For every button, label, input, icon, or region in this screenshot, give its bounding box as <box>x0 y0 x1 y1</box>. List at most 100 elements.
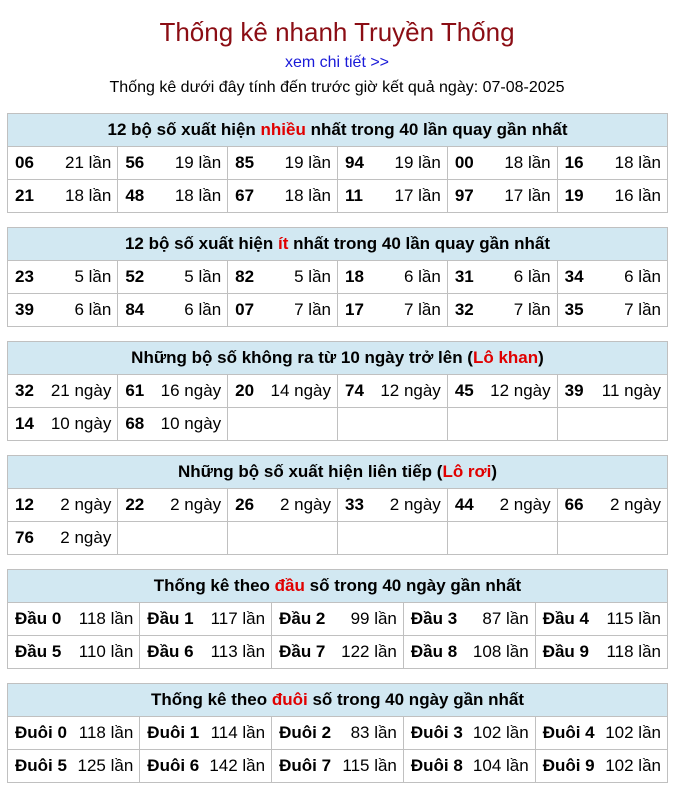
lo-roi-section: Những bộ số xuất hiện liên tiếp (Lô rơi)… <box>7 455 668 555</box>
table-cell: 61 16 ngày <box>117 375 229 408</box>
cell-count: 114 lần <box>210 723 266 742</box>
cell-count: 99 lần <box>350 609 397 628</box>
cell-number: Đuôi 5 <box>15 756 67 775</box>
table-cell: Đầu 2 99 lần <box>271 603 404 636</box>
cell-number: 52 <box>125 267 145 286</box>
cell-count: 2 ngày <box>279 495 331 514</box>
cell-number: 17 <box>344 300 364 319</box>
table-row: 23 5 lần 52 5 lần 82 5 lần 18 6 lần 31 6 lần 34 6 l… <box>8 261 667 294</box>
cell-number: Đuôi 6 <box>147 756 200 775</box>
table-cell: 26 2 ngày <box>227 489 338 522</box>
table-cell: Đầu 3 87 lần <box>403 603 536 636</box>
table-cell: 23 5 lần <box>8 261 119 294</box>
table-cell: 45 12 ngày <box>447 375 558 408</box>
table-cell: 39 11 ngày <box>557 375 667 408</box>
cell-count: 19 lần <box>284 153 331 172</box>
cell-count: 102 lần <box>605 756 661 775</box>
duoi-section: Thống kê theo đuôi số trong 40 ngày gần … <box>7 683 668 783</box>
cell-number: Đầu 8 <box>410 642 458 661</box>
cell-count: 2 ngày <box>60 528 112 547</box>
cell-number: 06 <box>15 153 34 172</box>
table-cell: Đuôi 1 114 lần <box>139 717 273 750</box>
cell-count: 108 lần <box>472 642 529 661</box>
table-cell: Đuôi 8 104 lần <box>403 749 536 782</box>
table-cell: 35 7 lần <box>557 293 667 326</box>
cell-count: 122 lần <box>341 642 397 661</box>
table-cell: Đầu 4 115 lần <box>535 603 667 636</box>
cell-count: 19 lần <box>174 153 222 172</box>
cell-count: 5 lần <box>74 267 112 286</box>
table-cell: 19 16 lần <box>557 179 667 212</box>
cell-number: Đầu 1 <box>147 609 194 628</box>
cell-count: 2 ngày <box>499 495 551 514</box>
table-cell: Đầu 8 108 lần <box>403 635 536 668</box>
cell-number: Đuôi 7 <box>279 756 332 775</box>
cell-number: 20 <box>235 381 255 400</box>
cell-count: 113 lần <box>210 642 266 661</box>
table-cell: 85 19 lần <box>227 147 338 180</box>
cell-number: 32 <box>15 381 34 400</box>
cell-number: 07 <box>235 300 255 319</box>
stats-table: 12 2 ngày 22 2 ngày 26 2 ngày 33 2 ngày 44 2 ngày… <box>8 489 667 554</box>
cell-number: Đuôi 4 <box>542 723 595 742</box>
cell-count: 16 ngày <box>160 381 222 400</box>
stats-table: 32 21 ngày 61 16 ngày 20 14 ngày 74 12 ngày 45 12… <box>8 375 667 440</box>
cell-count: 11 ngày <box>601 381 661 400</box>
cell-number: Đầu 3 <box>410 609 458 628</box>
cell-count: 18 lần <box>284 186 331 205</box>
cell-count: 6 lần <box>624 267 661 286</box>
table-cell <box>117 521 229 554</box>
cell-number: Đầu 0 <box>15 609 62 628</box>
table-row: Đầu 0 118 lần Đầu 1 117 lần Đầu 2 99 lần Đầu 3… <box>8 603 667 636</box>
cell-number: 97 <box>454 186 474 205</box>
view-details-link[interactable]: xem chi tiết >> <box>284 54 390 71</box>
cell-count: 6 lần <box>74 300 112 319</box>
cell-number: Đầu 4 <box>542 609 589 628</box>
cell-number: 00 <box>454 153 474 172</box>
table-cell: 82 5 lần <box>227 261 338 294</box>
cell-number: 82 <box>235 267 255 286</box>
table-cell: 52 5 lần <box>117 261 229 294</box>
table-cell: Đầu 0 118 lần <box>8 603 141 636</box>
table-row: 14 10 ngày 68 10 ngày <box>8 407 667 440</box>
section-title: Những bộ số không ra từ 10 ngày trở lên … <box>8 342 667 375</box>
table-cell: Đuôi 3 102 lần <box>403 717 536 750</box>
table-cell: 94 19 lần <box>337 147 448 180</box>
cell-number: 74 <box>344 381 364 400</box>
table-cell: 00 18 lần <box>447 147 558 180</box>
cell-count: 87 lần <box>482 609 529 628</box>
section-title: Những bộ số xuất hiện liên tiếp (Lô rơi) <box>8 456 667 489</box>
cell-number: 56 <box>125 153 145 172</box>
table-cell <box>337 407 448 440</box>
cell-number: 66 <box>564 495 584 514</box>
table-cell: 44 2 ngày <box>447 489 558 522</box>
table-row: 06 21 lần 56 19 lần 85 19 lần 94 19 lần 00 18 lần… <box>8 147 667 180</box>
table-cell: Đuôi 9 102 lần <box>535 749 667 782</box>
cell-number: Đuôi 9 <box>542 756 595 775</box>
cell-number: 67 <box>235 186 255 205</box>
cell-number: 22 <box>125 495 145 514</box>
stats-table: 23 5 lần 52 5 lần 82 5 lần 18 6 lần 31 6 lần 34 6 l… <box>8 261 667 326</box>
cell-count: 83 lần <box>350 723 397 742</box>
cell-number: Đuôi 1 <box>147 723 200 742</box>
cell-number: 14 <box>15 414 34 433</box>
table-cell: 18 6 lần <box>337 261 448 294</box>
cell-count: 12 ngày <box>490 381 551 400</box>
table-cell: Đầu 5 110 lần <box>8 635 141 668</box>
table-row: 32 21 ngày 61 16 ngày 20 14 ngày 74 12 ngày 45 12… <box>8 375 667 408</box>
cell-count: 21 ngày <box>50 381 112 400</box>
table-cell: 74 12 ngày <box>337 375 448 408</box>
cell-number: 31 <box>454 267 474 286</box>
table-cell: Đầu 7 122 lần <box>271 635 404 668</box>
table-cell: 66 2 ngày <box>557 489 667 522</box>
cell-count: 2 ngày <box>170 495 222 514</box>
cell-number: 12 <box>15 495 34 514</box>
table-cell <box>227 407 338 440</box>
cell-count: 2 ngày <box>60 495 112 514</box>
cell-count: 18 lần <box>504 153 551 172</box>
date-note: Thống kê dưới đây tính đến trước giờ kết… <box>109 79 565 96</box>
cell-number: 48 <box>125 186 145 205</box>
table-cell: 07 7 lần <box>227 293 338 326</box>
cell-count: 6 lần <box>403 267 441 286</box>
table-cell: Đuôi 2 83 lần <box>271 717 404 750</box>
